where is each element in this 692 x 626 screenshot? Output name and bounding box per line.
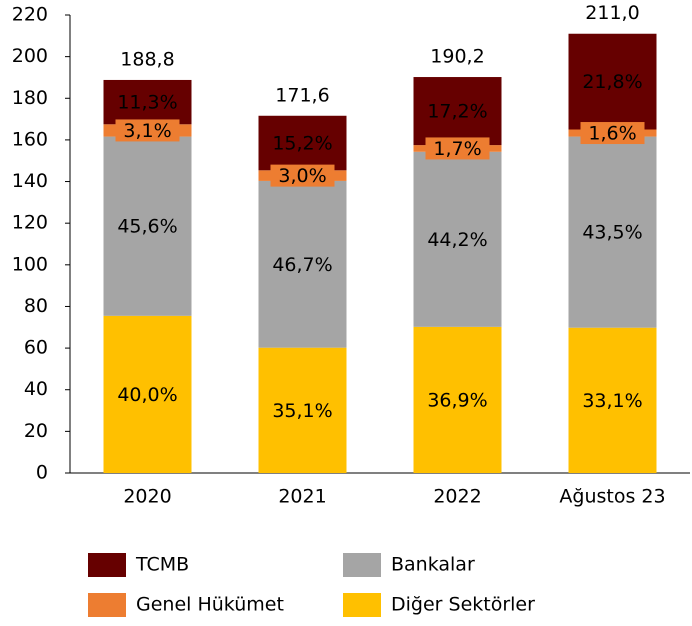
bar-segment — [103, 136, 192, 316]
segment-label: 45,6% — [117, 216, 177, 238]
segment-label: 43,5% — [582, 222, 642, 244]
segment-label: 1,7% — [433, 138, 481, 160]
y-tick-label: 200 — [12, 45, 48, 67]
bar-segment — [103, 315, 192, 473]
y-tick-label: 120 — [12, 212, 48, 234]
legend-label: Diğer Sektörler — [391, 594, 535, 616]
y-tick-label: 0 — [36, 462, 48, 484]
bar-segment — [103, 79, 192, 125]
legend-label: TCMB — [135, 554, 189, 576]
label-box — [580, 122, 645, 145]
y-tick-label: 220 — [12, 4, 48, 26]
segment-label: 3,0% — [278, 165, 326, 187]
y-tick-label: 100 — [12, 253, 48, 275]
y-tick-label: 60 — [24, 337, 48, 359]
segment-label: 44,2% — [427, 229, 487, 251]
segment-label: 46,7% — [272, 254, 332, 276]
label-box — [425, 137, 490, 160]
legend-label: Bankalar — [391, 554, 475, 576]
total-label: 190,2 — [430, 46, 484, 68]
y-tick-label: 20 — [24, 420, 48, 442]
x-tick-label: 2020 — [123, 486, 171, 508]
segment-label: 15,2% — [272, 133, 332, 155]
segment-label: 11,3% — [117, 92, 177, 114]
segment-label: 1,6% — [588, 123, 636, 145]
legend-swatch — [343, 593, 381, 617]
y-tick-label: 160 — [12, 128, 48, 150]
legend-swatch — [343, 553, 381, 577]
segment-label: 40,0% — [117, 384, 177, 406]
x-tick-label: 2021 — [278, 486, 326, 508]
segment-label: 17,2% — [427, 101, 487, 123]
label-box — [115, 119, 180, 142]
bar-segment — [568, 327, 657, 473]
x-tick-label: 2022 — [433, 486, 481, 508]
bar-segment — [568, 33, 657, 130]
segment-label: 3,1% — [123, 120, 171, 142]
legend-swatch — [88, 553, 126, 577]
x-tick-label: Ağustos 23 — [559, 486, 665, 508]
bar-segment — [413, 77, 502, 146]
segment-label: 33,1% — [582, 390, 642, 412]
segment-label: 35,1% — [272, 400, 332, 422]
bar-segment — [258, 347, 347, 473]
segment-label: 36,9% — [427, 389, 487, 411]
bar-segment — [258, 115, 347, 171]
bar-segment — [413, 326, 502, 473]
label-box — [270, 164, 335, 187]
y-tick-label: 180 — [12, 87, 48, 109]
total-label: 171,6 — [275, 84, 329, 106]
y-tick-label: 80 — [24, 295, 48, 317]
legend-swatch — [88, 593, 126, 617]
segment-label: 21,8% — [582, 71, 642, 93]
bar-segment — [568, 136, 657, 328]
y-tick-label: 140 — [12, 170, 48, 192]
bar-segment — [258, 180, 347, 348]
total-label: 211,0 — [585, 2, 639, 24]
y-tick-label: 40 — [24, 378, 48, 400]
total-label: 188,8 — [120, 48, 174, 70]
bar-segment — [413, 151, 502, 327]
legend-label: Genel Hükümet — [136, 594, 284, 616]
